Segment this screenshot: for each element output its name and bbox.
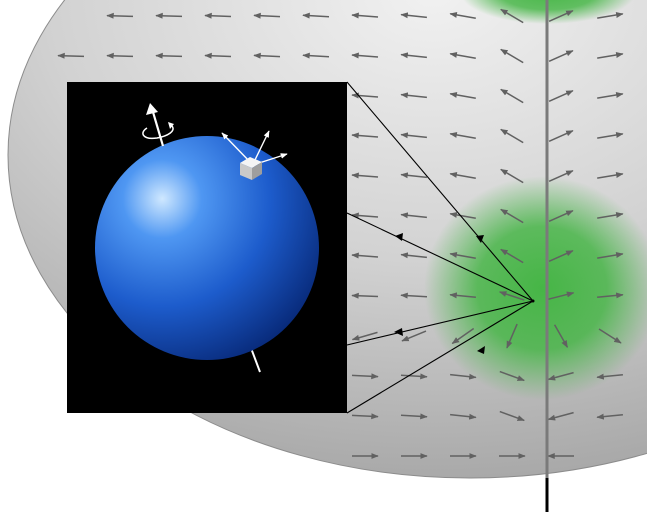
connector-lines <box>346 81 534 414</box>
vector-arrow <box>548 50 574 62</box>
vector-arrow <box>253 52 281 59</box>
vector-arrow <box>449 11 476 20</box>
vector-arrow <box>500 168 524 184</box>
vector-arrow <box>548 10 574 22</box>
vector-arrow <box>351 373 379 380</box>
vector-arrow <box>449 251 476 260</box>
vector-arrow <box>500 208 524 224</box>
vector-arrow <box>449 292 476 299</box>
connector-line <box>346 300 534 414</box>
vector-arrow <box>498 291 525 301</box>
vector-arrow <box>400 12 427 19</box>
connector-line <box>346 300 534 346</box>
vector-arrow <box>450 373 477 380</box>
vector-arrow <box>451 327 475 345</box>
cube-axis-arrow <box>253 130 270 163</box>
green-glow-regions <box>424 0 647 400</box>
vector-arrow <box>548 130 574 142</box>
vector-arrow <box>400 252 427 259</box>
vector-arrow <box>500 128 524 144</box>
vector-arrow <box>506 323 518 349</box>
vector-arrow <box>449 211 476 220</box>
vector-arrow <box>400 92 427 99</box>
vector-arrow <box>597 132 624 139</box>
connector-arrowhead <box>477 346 485 354</box>
vector-arrow <box>597 12 624 19</box>
tangent-vector-field-arrows <box>57 8 624 459</box>
vector-arrow <box>400 292 428 299</box>
small-cube <box>240 157 262 180</box>
rotation-indicator <box>142 125 174 140</box>
connector-arrowhead <box>476 235 484 243</box>
convergence-point <box>531 299 535 303</box>
vector-arrow <box>548 90 574 102</box>
vector-arrow <box>400 52 427 59</box>
vector-arrow <box>204 52 232 59</box>
green-region-main <box>424 176 647 400</box>
spin-axis-lower <box>250 347 261 373</box>
vector-arrow <box>351 172 379 179</box>
connector-arrowheads <box>394 233 485 354</box>
vector-arrow <box>302 52 330 59</box>
vector-arrow <box>106 52 134 59</box>
vector-arrow <box>400 172 427 179</box>
vector-arrow <box>499 410 525 422</box>
vector-arrow <box>302 12 330 19</box>
vector-arrow <box>548 291 575 300</box>
vector-arrow <box>450 413 477 420</box>
vector-arrow <box>597 92 624 99</box>
vector-arrow <box>547 411 574 421</box>
vector-arrow <box>400 132 427 139</box>
vector-arrow <box>155 12 183 19</box>
vector-arrow <box>155 52 183 59</box>
green-region-top <box>460 0 636 24</box>
vector-arrow <box>596 413 623 420</box>
vector-arrow <box>106 12 134 19</box>
vector-arrow <box>351 331 378 341</box>
vector-arrow <box>57 52 85 59</box>
spin-axis-arrow <box>142 103 174 147</box>
vector-arrow <box>499 370 525 382</box>
vector-arrow <box>449 91 476 100</box>
vector-arrow <box>400 212 427 219</box>
vector-arrow <box>548 170 574 182</box>
vector-arrow <box>596 373 623 380</box>
vector-arrow <box>548 210 574 222</box>
vector-arrow <box>553 324 569 348</box>
vector-arrow <box>351 292 379 299</box>
connector-arrowhead <box>394 328 403 336</box>
vector-arrow <box>500 88 524 104</box>
vector-arrow <box>351 52 379 59</box>
vector-arrow <box>351 92 379 99</box>
vector-arrow <box>597 252 624 259</box>
vector-arrow <box>597 52 624 59</box>
vector-arrow <box>351 212 379 219</box>
vector-arrow <box>351 252 379 259</box>
vector-arrow <box>548 250 574 262</box>
connector-line <box>346 212 534 302</box>
vector-arrow <box>351 12 379 19</box>
vector-arrow <box>500 8 524 24</box>
vector-arrow <box>500 248 524 264</box>
vector-arrow <box>351 413 379 420</box>
vector-arrow <box>400 413 428 420</box>
vector-arrow <box>449 51 476 60</box>
connector-arrowhead <box>395 233 403 241</box>
vector-arrow <box>597 212 624 219</box>
vector-arrow <box>351 132 379 139</box>
vector-arrow <box>204 12 232 19</box>
vector-arrow <box>449 131 476 140</box>
vector-arrow <box>400 373 428 380</box>
vector-arrow <box>547 371 574 381</box>
vector-arrow <box>597 292 624 299</box>
vector-arrow <box>597 172 624 179</box>
connector-line <box>346 81 534 302</box>
vector-arrow <box>253 12 281 19</box>
blue-sphere <box>95 136 319 360</box>
vector-arrow <box>401 330 427 342</box>
vector-arrow <box>598 328 622 344</box>
vector-arrow <box>449 171 476 180</box>
vector-arrow <box>500 48 524 64</box>
